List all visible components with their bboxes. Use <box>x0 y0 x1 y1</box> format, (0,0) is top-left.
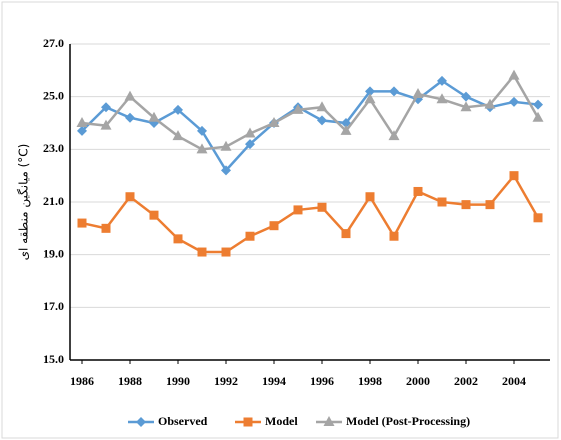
marker <box>533 213 543 223</box>
marker <box>389 86 399 97</box>
marker <box>221 247 231 257</box>
y-tick-label: 19.0 <box>43 246 64 260</box>
marker <box>293 205 303 215</box>
marker <box>244 127 256 138</box>
marker <box>100 119 112 130</box>
marker <box>268 117 280 127</box>
marker <box>437 75 447 86</box>
marker <box>101 223 111 233</box>
x-tick-label: 2000 <box>406 374 430 388</box>
x-tick-label: 1990 <box>166 374 190 388</box>
marker <box>172 130 184 141</box>
marker <box>197 125 207 136</box>
y-tick-label: 17.0 <box>43 299 64 313</box>
marker <box>220 140 232 151</box>
marker <box>197 247 207 257</box>
marker <box>364 93 376 104</box>
marker <box>136 417 146 427</box>
x-tick-label: 1988 <box>118 374 142 388</box>
x-tick-label: 2002 <box>454 374 478 388</box>
marker <box>389 231 399 241</box>
marker <box>323 416 335 426</box>
y-tick-label: 27.0 <box>43 36 64 50</box>
marker <box>365 192 375 202</box>
legend-label: Model <box>265 414 298 428</box>
marker <box>148 111 160 122</box>
marker <box>243 417 253 427</box>
x-tick-label: 1994 <box>262 374 286 388</box>
marker <box>460 101 472 112</box>
marker <box>196 143 208 154</box>
marker <box>485 200 495 210</box>
marker <box>341 118 351 128</box>
marker <box>437 197 447 207</box>
legend-item: Observed <box>128 414 208 428</box>
legend-item: Model <box>235 414 298 428</box>
marker <box>509 171 519 181</box>
marker <box>509 96 519 107</box>
marker <box>461 91 471 102</box>
marker <box>76 117 88 127</box>
marker <box>532 111 544 122</box>
marker <box>173 234 183 244</box>
marker <box>245 231 255 241</box>
legend-label: Observed <box>158 414 208 428</box>
y-axis-label: میانگین منطقه ای (°C) <box>17 144 32 261</box>
legend-label: Model (Post-Processing) <box>346 414 470 428</box>
marker <box>340 124 352 135</box>
marker <box>292 103 304 114</box>
marker <box>221 165 231 176</box>
marker <box>461 200 471 210</box>
marker <box>436 93 448 104</box>
marker <box>77 218 87 228</box>
marker <box>388 130 400 141</box>
marker <box>413 186 423 196</box>
y-tick-label: 21.0 <box>43 194 64 208</box>
marker <box>77 125 87 136</box>
x-tick-label: 1992 <box>214 374 238 388</box>
marker <box>508 69 520 80</box>
marker <box>149 210 159 220</box>
x-tick-label: 1986 <box>70 374 94 388</box>
marker <box>125 192 135 202</box>
marker <box>412 88 424 99</box>
marker <box>316 101 328 112</box>
x-tick-label: 1996 <box>310 374 334 388</box>
legend-item: Model (Post-Processing) <box>316 414 470 428</box>
marker <box>317 115 327 126</box>
marker <box>245 139 255 150</box>
marker <box>124 90 136 101</box>
y-tick-label: 23.0 <box>43 141 64 155</box>
marker <box>341 229 351 239</box>
marker <box>173 104 183 115</box>
marker <box>365 86 375 97</box>
marker <box>533 99 543 110</box>
y-tick-label: 25.0 <box>43 88 64 102</box>
y-tick-label: 15.0 <box>43 352 64 366</box>
x-tick-label: 1998 <box>358 374 382 388</box>
marker <box>317 202 327 212</box>
marker <box>101 102 111 113</box>
x-tick-label: 2004 <box>502 374 526 388</box>
marker <box>484 98 496 109</box>
marker <box>125 112 135 123</box>
marker <box>269 221 279 231</box>
